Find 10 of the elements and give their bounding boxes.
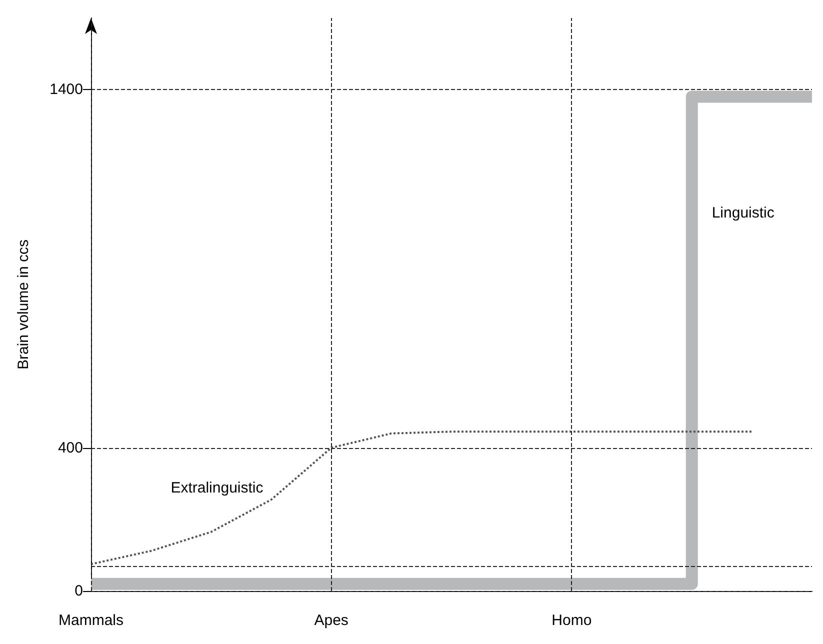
series-label: Extralinguistic	[170, 480, 264, 497]
x-tick-label: Mammals	[58, 612, 124, 629]
line-series	[90, 430, 753, 566]
x-tick-label: Homo	[552, 612, 592, 629]
y-tick-label: 400	[58, 439, 83, 456]
y-tick-label: 0	[74, 582, 83, 600]
y-axis-title: Brain volume in ccs	[15, 239, 32, 370]
y-tick-label: 1400	[50, 81, 83, 98]
series-label: Linguistic	[712, 204, 775, 222]
x-tick-label: Apes	[314, 612, 348, 629]
